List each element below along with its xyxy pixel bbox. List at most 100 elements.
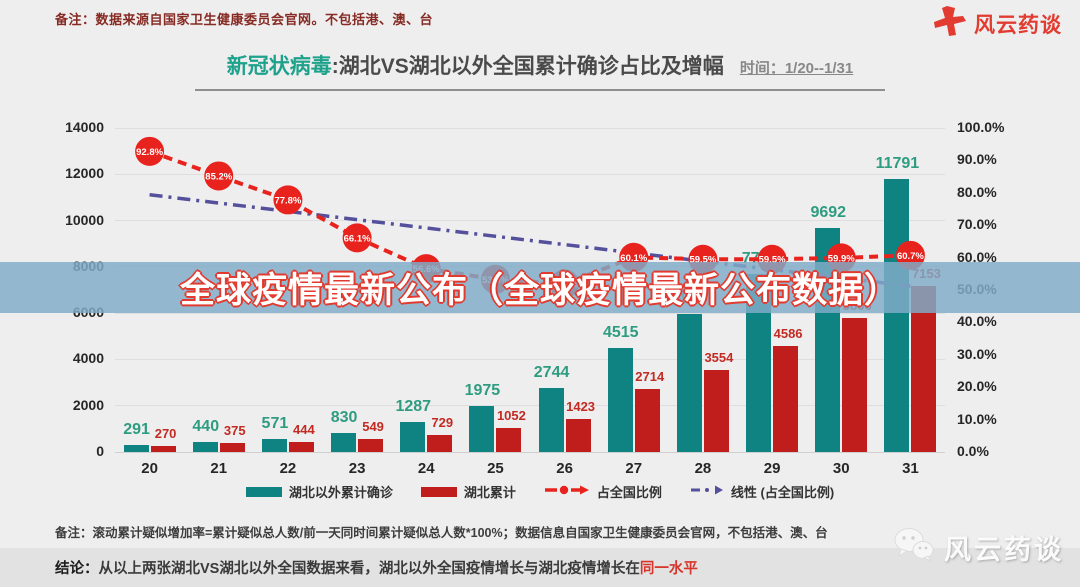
legend-item-pct: 占全国比例 xyxy=(544,482,662,501)
bar-hubei xyxy=(219,443,245,452)
bar-value-hubei: 270 xyxy=(154,425,177,441)
bar-value-outside-hubei: 11791 xyxy=(875,155,920,173)
bar-hubei xyxy=(703,369,729,452)
bar-hubei xyxy=(911,286,937,452)
wechat-icon xyxy=(892,526,936,569)
watermark-text: 风云药谈 xyxy=(944,535,1064,565)
bar-hubei xyxy=(288,441,314,452)
bar-value-hubei: 2714 xyxy=(635,369,665,385)
brand-name: 风云药谈 xyxy=(974,13,1062,37)
legend-label: 占全国比例 xyxy=(596,485,662,500)
bar-value-hubei: 444 xyxy=(293,421,315,437)
pct-axis-tick-label: 100.0% xyxy=(957,119,1005,135)
grid-line xyxy=(115,173,945,175)
bar-value-outside-hubei: 4515 xyxy=(602,323,639,341)
bar-hubei xyxy=(842,317,868,452)
headline-text: 全球疫情最新公布（全球疫情最新公布数据） xyxy=(179,271,900,310)
red-bar-swatch-icon xyxy=(420,486,457,497)
bar-hubei xyxy=(150,445,176,452)
bar-outside-hubei xyxy=(192,441,218,452)
pct-axis-tick-label: 10.0% xyxy=(957,410,997,427)
bar-outside-hubei xyxy=(123,445,149,452)
chart-title-highlight: 新冠状病毒 xyxy=(226,55,332,78)
legend-label: 湖北累计 xyxy=(463,485,516,500)
x-axis-label: 21 xyxy=(210,460,228,477)
bar-value-hubei: 1423 xyxy=(566,399,596,415)
teal-bar-swatch-icon xyxy=(245,486,282,497)
pct-axis-tick-label: 40.0% xyxy=(957,313,997,330)
bar-outside-hubei xyxy=(400,422,426,452)
bar-value-hubei: 729 xyxy=(431,415,454,431)
bar-value-outside-hubei: 2744 xyxy=(533,364,570,382)
bar-hubei xyxy=(773,345,799,452)
legend-item-outside-hubei: 湖北以外累计确诊 xyxy=(245,482,393,501)
y-axis-tick-label: 10000 xyxy=(65,211,104,228)
bar-outside-hubei xyxy=(607,347,633,452)
x-axis-label: 26 xyxy=(556,460,573,477)
chart-title-time: 时间：1/20--1/31 xyxy=(739,60,854,77)
bar-outside-hubei xyxy=(538,388,564,452)
bar-hubei xyxy=(565,419,591,452)
x-axis-label: 30 xyxy=(832,460,850,477)
brand-watermark: 风云药谈 xyxy=(892,526,1064,569)
grid-line xyxy=(115,405,945,407)
legend-item-hubei: 湖北累计 xyxy=(420,482,516,501)
bar-value-outside-hubei: 571 xyxy=(261,414,289,432)
x-axis-label: 23 xyxy=(348,460,366,477)
purple-dash-dot-line-icon xyxy=(690,483,724,501)
y-axis-tick-label: 14000 xyxy=(65,119,104,135)
bar-hubei xyxy=(358,439,384,452)
x-axis-label: 20 xyxy=(141,460,158,477)
bar-value-outside-hubei: 440 xyxy=(192,417,220,435)
chart-title-rest: :湖北VS湖北以外全国累计确诊占比及增幅 xyxy=(331,55,724,78)
source-note: 备注：数据来源自国家卫生健康委员会官网。不包括港、澳、台 xyxy=(55,12,434,27)
bar-outside-hubei xyxy=(676,313,702,452)
bar-value-outside-hubei: 9692 xyxy=(810,203,847,221)
y-axis-tick-label: 4000 xyxy=(72,350,104,367)
grid-line xyxy=(115,312,945,314)
bar-outside-hubei xyxy=(261,438,287,452)
red-dashed-line-icon xyxy=(544,483,590,501)
legend-item-trend: 线性 (占全国比例) xyxy=(690,482,834,501)
pct-axis-tick-label: 60.0% xyxy=(957,248,997,265)
bar-outside-hubei xyxy=(331,432,357,452)
conclusion-text: 从以上两张湖北VS湖北以外全国数据来看，湖北以外全国疫情增长与湖北疫情增长在 xyxy=(98,561,640,577)
bar-hubei xyxy=(427,435,453,452)
bar-value-hubei: 1052 xyxy=(496,407,526,423)
x-axis-label: 25 xyxy=(487,460,504,477)
bar-outside-hubei xyxy=(884,179,910,452)
pct-axis-tick-label: 90.0% xyxy=(957,151,997,168)
bar-value-outside-hubei: 830 xyxy=(330,408,358,426)
legend-label: 线性 (占全国比例) xyxy=(730,485,835,500)
pct-axis-tick-label: 80.0% xyxy=(957,183,997,200)
brand-logo: 风云药谈 xyxy=(930,4,1062,43)
y-axis-tick-label: 12000 xyxy=(65,165,104,182)
bar-outside-hubei xyxy=(469,406,495,452)
y-axis-tick-label: 0 xyxy=(96,443,104,459)
grid-line xyxy=(115,127,945,129)
pct-axis-tick-label: 0.0% xyxy=(957,443,989,459)
x-axis-label: 24 xyxy=(417,460,435,477)
x-axis-label: 22 xyxy=(279,460,297,477)
bar-hubei xyxy=(496,427,522,452)
pct-axis-tick-label: 70.0% xyxy=(957,216,997,233)
x-axis-label: 29 xyxy=(763,460,781,477)
headline-overlay-banner: 全球疫情最新公布（全球疫情最新公布数据） xyxy=(0,262,1080,313)
pct-axis-tick-label: 30.0% xyxy=(957,345,997,362)
pct-axis-tick-label: 20.0% xyxy=(957,378,997,395)
y-axis-tick-label: 2000 xyxy=(72,396,104,413)
grid-line xyxy=(115,451,945,453)
bar-value-outside-hubei: 291 xyxy=(123,421,150,439)
conclusion-highlight: 同一水平 xyxy=(639,561,698,577)
legend-label: 湖北以外累计确诊 xyxy=(288,485,393,500)
chart-title: 新冠状病毒:湖北VS湖北以外全国累计确诊占比及增幅 时间：1/20--1/31 xyxy=(195,50,885,91)
bar-value-hubei: 549 xyxy=(362,419,384,435)
red-cross-logo-icon xyxy=(930,4,970,43)
x-axis-label: 27 xyxy=(625,460,643,477)
chart-legend: 湖北以外累计确诊 湖北累计 占全国比例 xyxy=(0,482,1080,501)
footer-note: 备注：滚动累计疑似增加率=累计疑似总人数/前一天同时间累计疑似总人数*100%；… xyxy=(55,526,828,540)
bar-value-outside-hubei: 1287 xyxy=(395,398,432,416)
bar-value-hubei: 375 xyxy=(223,423,246,439)
